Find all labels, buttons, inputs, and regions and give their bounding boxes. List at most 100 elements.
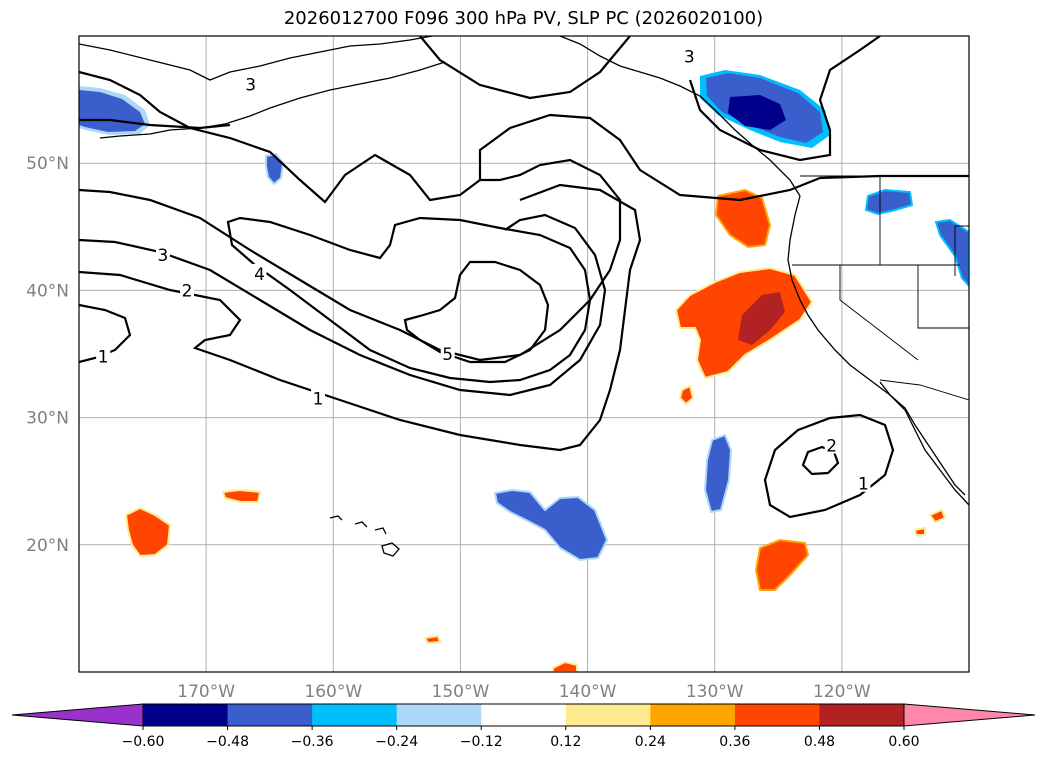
contour-4 bbox=[226, 216, 592, 384]
contour-label-bg bbox=[856, 473, 871, 492]
colorbar-tick-label: −0.60 bbox=[122, 734, 165, 750]
pv-pos-region-offshore-core bbox=[738, 292, 785, 345]
colorbar-tick-label: −0.24 bbox=[375, 734, 418, 750]
y-axis-ticks: 20°N 30°N 40°N 50°N bbox=[26, 154, 69, 556]
contour-label-bg bbox=[824, 435, 839, 454]
contour-5 bbox=[403, 260, 550, 364]
pv-neg-region-aleutian-core bbox=[79, 90, 145, 132]
pv-neg-region-bc-core bbox=[728, 95, 786, 130]
contour-label-bg bbox=[96, 346, 111, 365]
contour-label: 3 bbox=[245, 75, 256, 95]
colorbar-tick-label: 0.36 bbox=[719, 734, 750, 750]
contour-label: 3 bbox=[158, 246, 169, 266]
y-tick-label: 30°N bbox=[26, 409, 69, 429]
border-state-ut bbox=[954, 225, 969, 276]
contour-3-north bbox=[79, 70, 969, 204]
pv-pos-region-south bbox=[423, 634, 442, 645]
pv-shading-negative bbox=[79, 70, 969, 562]
colorbar-segment bbox=[312, 704, 398, 726]
contour-label: 1 bbox=[858, 475, 869, 495]
coastline-aleutians bbox=[99, 61, 446, 139]
contour-label-bg bbox=[155, 244, 170, 263]
border-state-az bbox=[917, 265, 969, 329]
x-tick-label: 150°W bbox=[432, 682, 490, 702]
coastline-west-coast bbox=[787, 195, 969, 506]
contour-1-west bbox=[79, 303, 132, 364]
contour-label-bg bbox=[311, 388, 326, 407]
contour-label: 4 bbox=[254, 265, 265, 285]
x-tick-label: 160°W bbox=[304, 682, 362, 702]
coastline-baja bbox=[879, 381, 966, 496]
contour-label-bg bbox=[682, 46, 697, 65]
coastlines bbox=[79, 36, 969, 557]
colorbar-segment bbox=[227, 704, 313, 726]
contour-label: 5 bbox=[442, 345, 453, 365]
contour-label-bg bbox=[243, 74, 258, 93]
border-mexico bbox=[879, 379, 969, 401]
colorbar-segment bbox=[650, 704, 736, 726]
contour-1-big bbox=[79, 183, 642, 452]
pv-pos-region-baja bbox=[754, 538, 810, 591]
x-tick-label: 120°W bbox=[813, 682, 871, 702]
pv-shading-positive bbox=[124, 188, 947, 672]
x-tick-label: 140°W bbox=[559, 682, 617, 702]
pv-neg-region-rockies bbox=[864, 188, 914, 216]
contour-label: 1 bbox=[313, 390, 324, 410]
coastline-islands-hawaii bbox=[329, 515, 400, 557]
colorbar-segment bbox=[481, 704, 567, 726]
contour-3-aleutian bbox=[79, 118, 231, 130]
contour-label-bg bbox=[180, 280, 195, 299]
pv-pos-region-strip bbox=[221, 488, 262, 503]
colorbar-tick-label: −0.48 bbox=[206, 734, 249, 750]
colorbar-segment bbox=[143, 704, 229, 726]
y-tick-label: 40°N bbox=[26, 281, 69, 301]
pv-pos-region-small-se2 bbox=[913, 526, 926, 536]
pv-neg-region-subtropical bbox=[493, 488, 609, 562]
colorbar-tick-label: 0.24 bbox=[635, 734, 666, 750]
coastline-gulf-alaska bbox=[559, 36, 801, 197]
colorbar-tick-label: −0.36 bbox=[291, 734, 334, 750]
x-axis-ticks: 170°W 160°W 150°W 140°W 130°W 120°W bbox=[177, 682, 871, 702]
contour-label: 2 bbox=[826, 437, 837, 457]
pv-pos-region-offshore-north bbox=[714, 188, 772, 249]
contour-outer-1 bbox=[79, 158, 622, 362]
contour-outer-2 bbox=[79, 213, 607, 397]
colorbar-segment bbox=[819, 704, 905, 726]
contour-label-bg bbox=[440, 344, 455, 362]
coastline-alaska bbox=[79, 36, 433, 81]
contour-label: 2 bbox=[182, 281, 193, 301]
contour-label: 1 bbox=[98, 348, 109, 368]
contour-1-east bbox=[763, 413, 895, 519]
colorbar-tick-label: 0.60 bbox=[888, 734, 919, 750]
y-tick-label: 50°N bbox=[26, 154, 69, 174]
colorbar-segment bbox=[396, 704, 482, 726]
colorbar: −0.60 −0.48 −0.36 −0.24 −0.12 0.12 0.24 0.36 0.4… bbox=[11, 703, 1036, 750]
colorbar-tick-label: −0.12 bbox=[460, 734, 503, 750]
x-tick-label: 170°W bbox=[177, 682, 235, 702]
pv-neg-region-east bbox=[934, 218, 969, 288]
contour-label-bg bbox=[252, 263, 267, 282]
pv-pos-region-dot bbox=[678, 384, 695, 406]
colorbar-extend-min bbox=[11, 703, 144, 727]
y-tick-label: 20°N bbox=[26, 536, 69, 556]
pv-pos-region-bottom bbox=[552, 660, 578, 672]
slp-contours bbox=[79, 36, 969, 519]
colorbar-extend-max bbox=[903, 703, 1036, 727]
pv-pos-region-small-se bbox=[928, 508, 947, 524]
colorbar-tick-label: 0.12 bbox=[550, 734, 581, 750]
contour-3-north-loop bbox=[419, 36, 631, 100]
map-frame bbox=[78, 35, 970, 673]
colorbar-segment bbox=[734, 704, 820, 726]
colorbar-tick-label: 0.48 bbox=[804, 734, 835, 750]
pv-neg-region-small bbox=[265, 152, 285, 186]
border-nv bbox=[839, 265, 919, 361]
chart-title: 2026012700 F096 300 hPa PV, SLP PC (2026… bbox=[283, 8, 764, 29]
contour-3-bc-loop bbox=[688, 36, 881, 162]
pv-neg-region-central bbox=[703, 433, 733, 514]
contour-2-east bbox=[801, 445, 840, 476]
colorbar-frame bbox=[142, 703, 905, 727]
colorbar-segment bbox=[565, 704, 651, 726]
